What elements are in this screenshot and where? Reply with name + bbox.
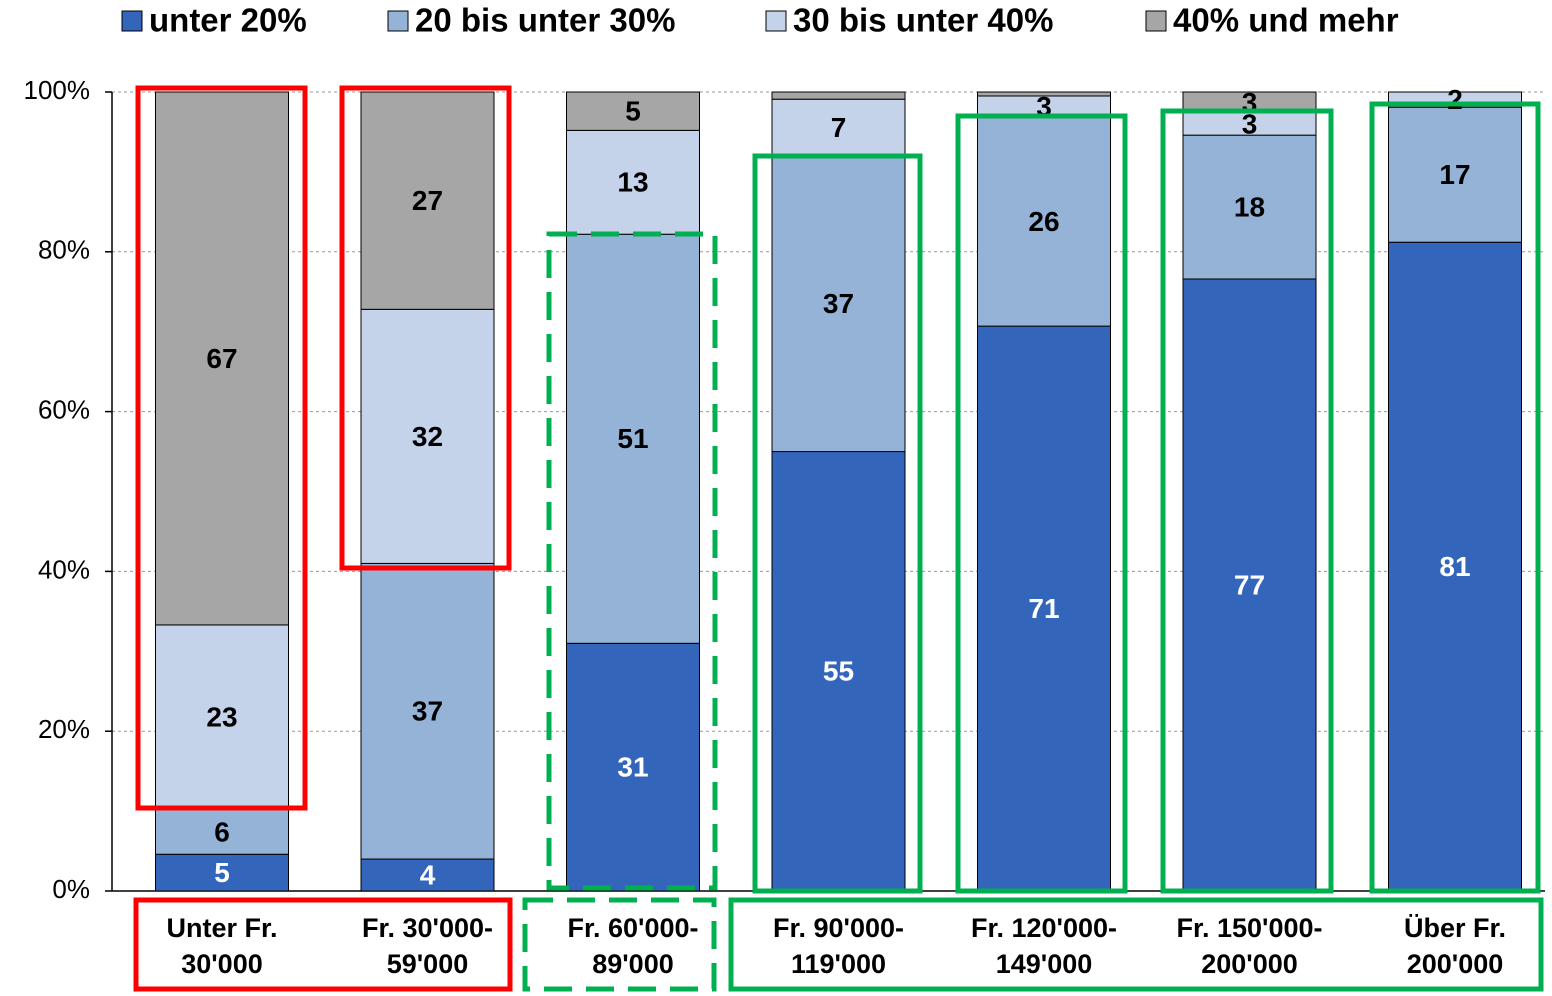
y-tick-label: 100% (24, 75, 91, 105)
legend-label: 30 bis unter 40% (793, 2, 1053, 39)
data-label: 71 (1028, 593, 1059, 624)
data-label: 37 (823, 288, 854, 319)
green-dashed-box (546, 231, 718, 891)
data-label: 13 (617, 167, 648, 198)
legend-swatch (121, 10, 143, 32)
legend-label: 20 bis unter 30% (415, 2, 675, 39)
bar-segment (566, 233, 700, 644)
red-label-box (133, 897, 513, 992)
data-label: 26 (1028, 206, 1059, 237)
red-box (135, 85, 308, 811)
bar-segment (360, 858, 495, 892)
bar-segment (771, 155, 906, 453)
data-label: 37 (412, 696, 443, 727)
data-label: 6 (214, 816, 230, 847)
x-tick-label: Fr. 90'000- (773, 913, 904, 943)
legend-swatch (387, 10, 409, 32)
x-tick-label: Unter Fr. (166, 913, 277, 943)
y-tick-label: 80% (38, 235, 90, 265)
bar-segment (155, 853, 289, 892)
x-tick-label: Fr. 120'000- (971, 913, 1117, 943)
data-label: 67 (206, 343, 237, 374)
bar-segment (771, 91, 906, 100)
bar-segment (771, 451, 906, 892)
data-label: 17 (1439, 159, 1470, 190)
bar-segment (566, 129, 700, 235)
data-label: 27 (412, 185, 443, 216)
annotation-boxes (133, 85, 1544, 992)
bar-segment (566, 91, 700, 131)
legend-swatch (765, 10, 787, 32)
legend-swatch (1145, 10, 1167, 32)
bar-segment (1388, 241, 1522, 892)
x-tick-label: 200'000 (1201, 949, 1298, 979)
green-label-box (728, 897, 1544, 992)
x-tick-label: Über Fr. (1404, 913, 1506, 943)
data-label: 77 (1234, 569, 1265, 600)
data-label: 2 (1447, 84, 1463, 115)
bar-segment (1182, 134, 1317, 280)
green-box (752, 153, 923, 894)
green-box (1160, 108, 1334, 894)
x-tick-label: 30'000 (181, 949, 263, 979)
green-box (1369, 101, 1541, 894)
x-tick-label: Fr. 150'000- (1176, 913, 1322, 943)
data-label: 4 (420, 859, 436, 890)
bar-segment (977, 116, 1111, 327)
x-tick-label: 149'000 (996, 949, 1093, 979)
bar-segment (155, 91, 289, 626)
data-label: 7 (831, 112, 847, 143)
bar-segment (360, 308, 495, 564)
bar-segment (977, 325, 1111, 892)
x-tick-label: 89'000 (592, 949, 674, 979)
data-label: 31 (617, 752, 648, 783)
x-tick-label: Fr. 60'000- (567, 913, 698, 943)
y-tick-label: 20% (38, 714, 90, 744)
data-label: 3 (1242, 108, 1258, 139)
data-label: 5 (214, 857, 230, 888)
green-dashed-label-box (522, 897, 717, 992)
data-label: 51 (617, 423, 648, 454)
bar-segment (360, 91, 495, 310)
data-label: 23 (206, 702, 237, 733)
bar-segment (1182, 278, 1317, 892)
y-tick-label: 40% (38, 554, 90, 584)
bar-segment (977, 91, 1111, 97)
data-label: 55 (823, 656, 854, 687)
x-tick-label: 119'000 (791, 949, 886, 979)
bar-segment (1388, 106, 1522, 243)
red-box (339, 85, 512, 571)
x-tick-label: Fr. 30'000- (362, 913, 493, 943)
legend-label: unter 20% (149, 2, 307, 39)
data-label: 32 (412, 421, 443, 452)
data-label: 18 (1234, 191, 1265, 222)
green-box (955, 113, 1128, 894)
x-tick-label: 59'000 (387, 949, 469, 979)
legend-label: 40% und mehr (1173, 2, 1399, 39)
bar-segment (360, 562, 495, 860)
y-tick-label: 60% (38, 394, 90, 424)
y-tick-label: 0% (52, 874, 90, 904)
data-label: 5 (625, 96, 641, 127)
x-tick-label: 200'000 (1407, 949, 1504, 979)
data-label: 81 (1439, 551, 1470, 582)
